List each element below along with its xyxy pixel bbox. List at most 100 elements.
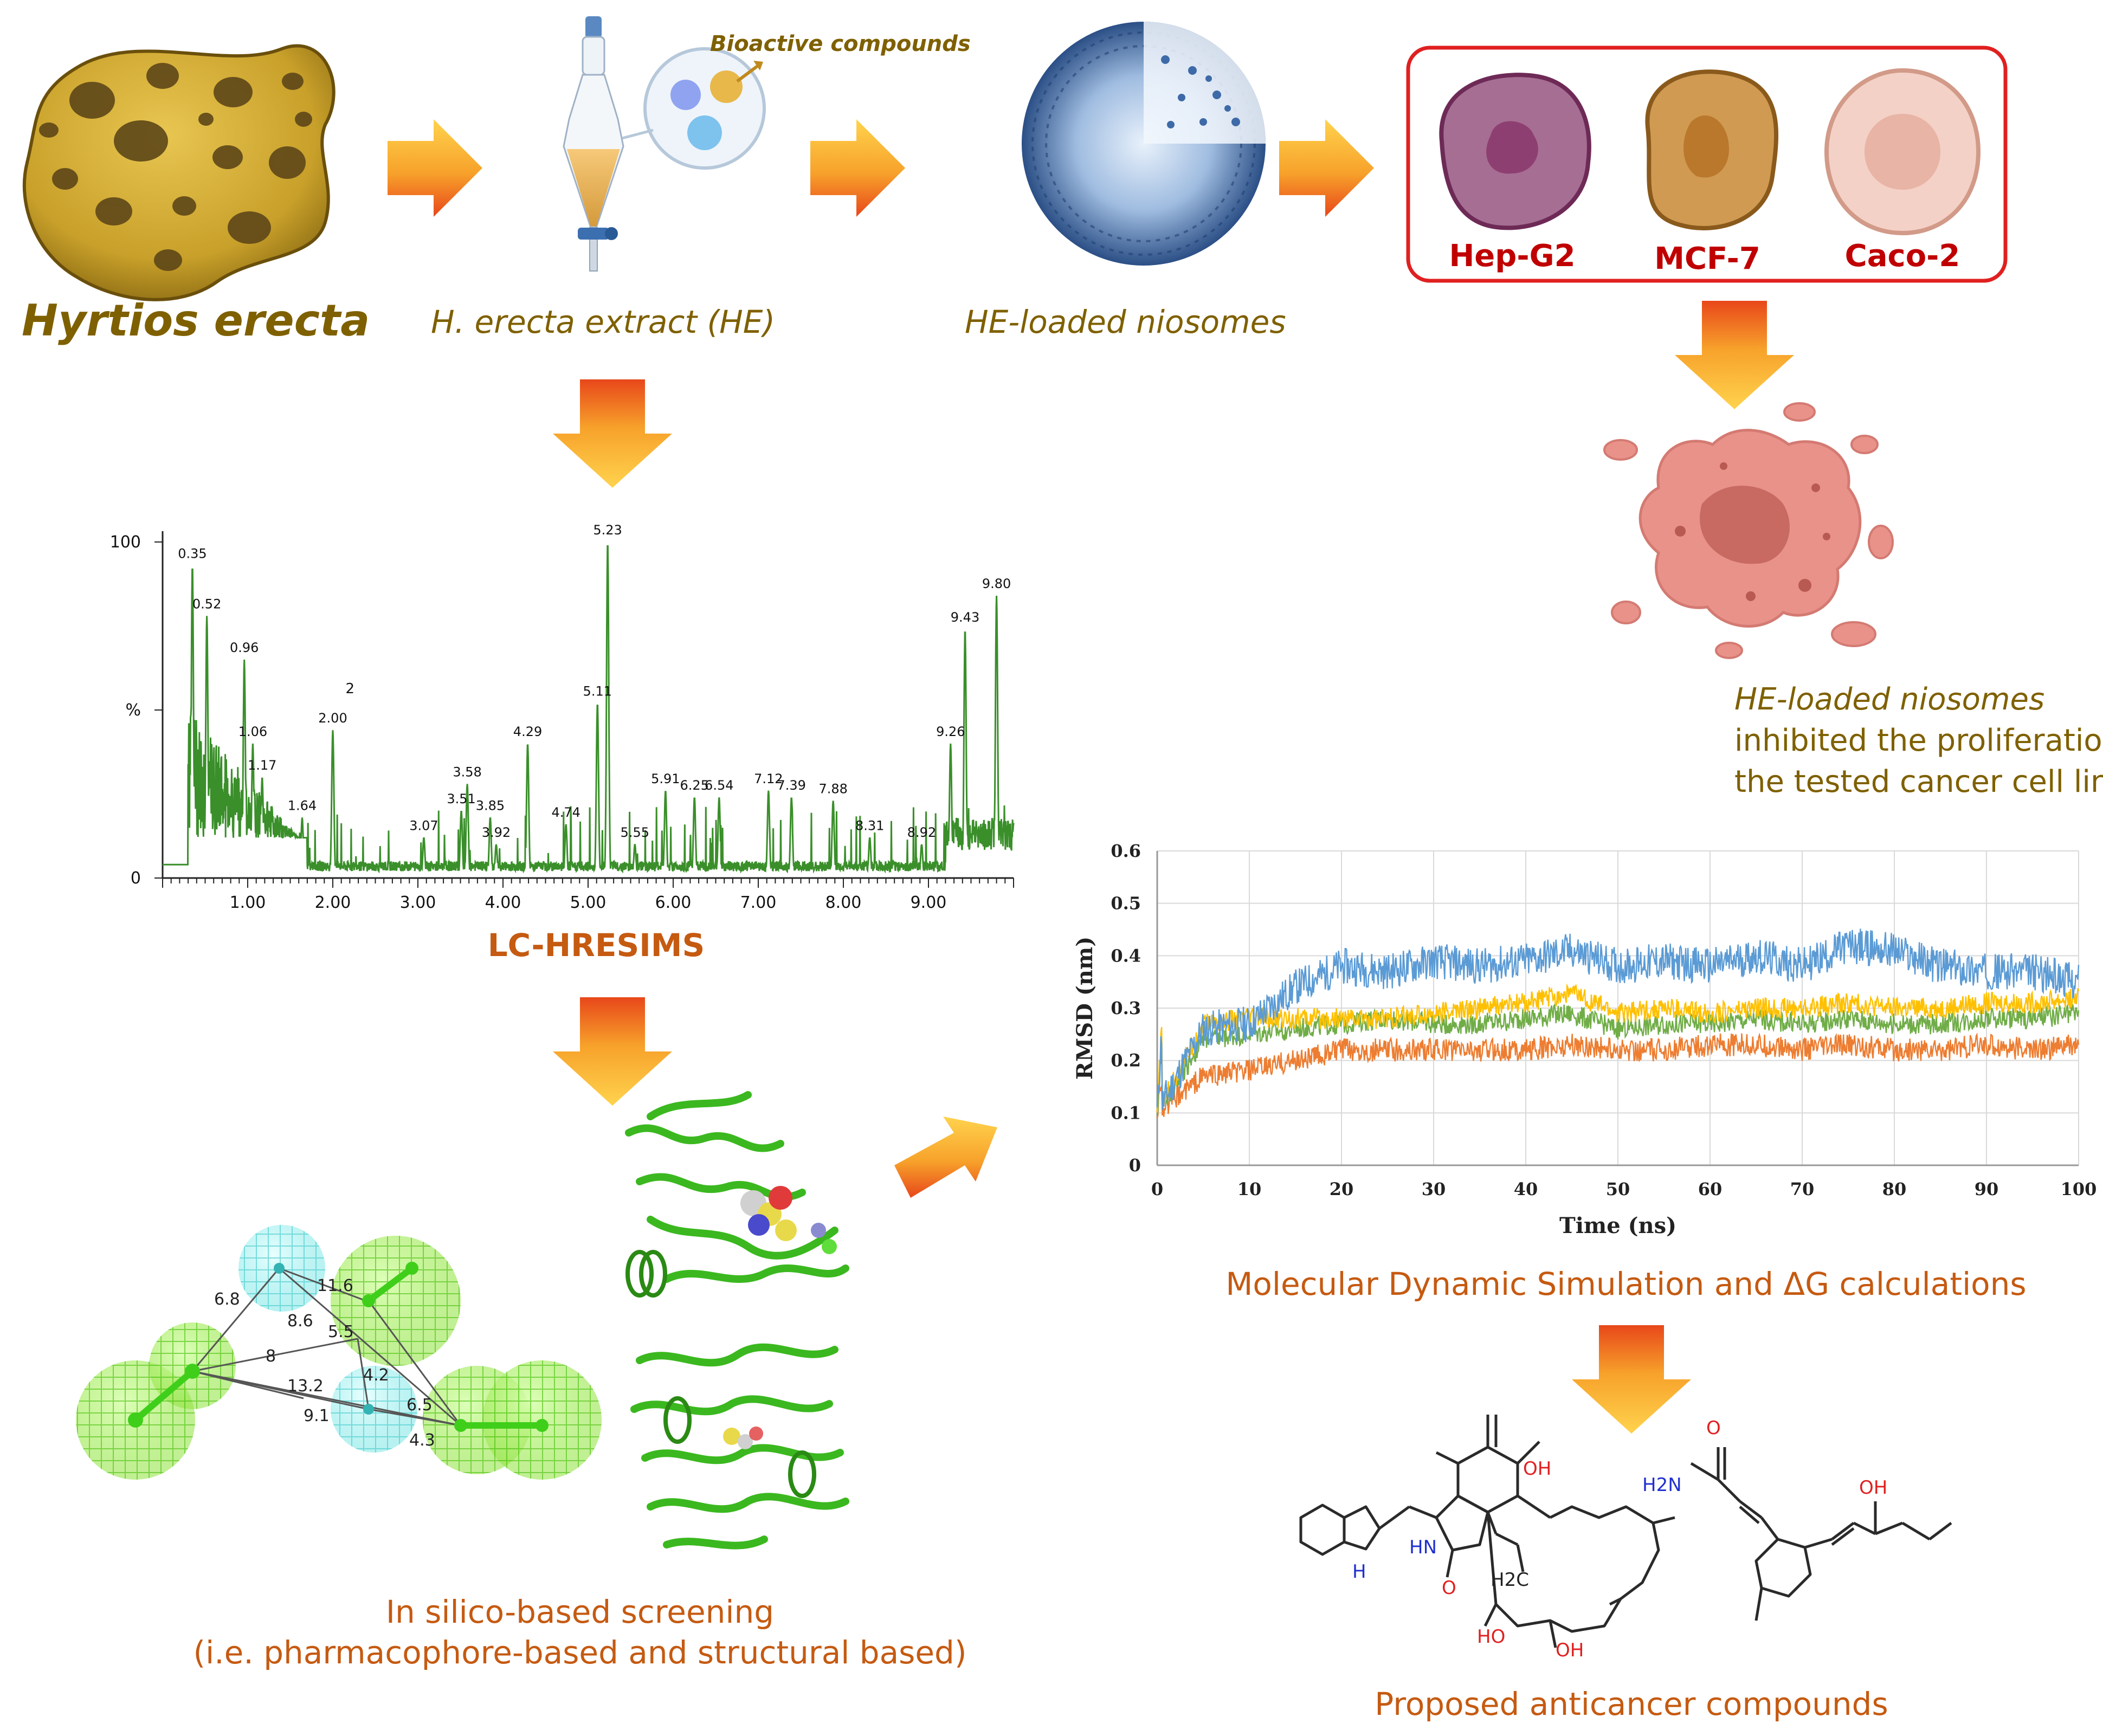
cell-label-caco2: Caco-2	[1844, 238, 1960, 274]
lcms-x-tick-label: 7.00	[740, 893, 777, 912]
md-x-tick-label: 20	[1330, 1179, 1354, 1199]
md-series-yellow	[1156, 983, 2080, 1113]
separatory-funnel-illustration	[563, 16, 766, 272]
lcms-peak-label: 6.54	[705, 778, 733, 793]
pharmacophore-spheres	[76, 1225, 602, 1480]
lcms-peak-label: 8.92	[907, 825, 936, 840]
arrow-lcms-to-insilico	[553, 997, 672, 1106]
md-x-tick-label: 40	[1514, 1179, 1538, 1199]
md-x-tick-label: 10	[1237, 1179, 1262, 1199]
lcms-peak-label: 3.85	[476, 798, 505, 813]
lcms-trace	[163, 545, 1015, 874]
lcms-x-tick-label: 8.00	[825, 893, 862, 912]
cell-label-mcf7: MCF-7	[1654, 241, 1760, 276]
lcms-peak-label: 7.39	[777, 778, 806, 793]
dying-cell-illustration	[1603, 402, 1894, 659]
arrow-sponge-to-extract	[388, 119, 482, 217]
lcms-peak-label: 5.91	[651, 771, 680, 786]
lcms-peak-label: 3.07	[409, 818, 438, 834]
lcms-peak-label: 1.64	[288, 798, 317, 813]
protein-ribbon-top	[625, 1091, 849, 1298]
lcms-peak-label: 1.17	[248, 758, 276, 773]
arrow-to-md-chart	[894, 1117, 997, 1198]
lcms-peak-label: 1.06	[238, 724, 267, 739]
md-y-axis-label: RMSD (nm)	[1072, 937, 1098, 1080]
distance-label: 8.6	[287, 1312, 313, 1331]
lcms-x-tick-label: 3.00	[400, 893, 436, 912]
lcms-peak-label: 2.00	[318, 711, 347, 726]
atom-label-oh: OH	[1859, 1477, 1888, 1499]
lcms-peak-label: 0.52	[192, 596, 221, 611]
arrow-md-to-compounds	[1572, 1325, 1691, 1434]
lcms-y-tick-label: %	[125, 701, 141, 720]
md-rmsd-chart: 0 10 20 30 40 50 60 70 80 90 100 0 0.1 0.2 0.3 0.4 0.5 0.…	[1072, 841, 2096, 1238]
result-line-3: the tested cancer cell lines	[1734, 764, 2103, 799]
compound-structure-2	[1690, 1447, 1952, 1621]
lcms-peak-label: 7.88	[818, 781, 847, 796]
lcms-peak-label: 9.80	[982, 576, 1011, 591]
lcms-peak-label: 0.35	[178, 546, 207, 561]
cancer-cell-mcf-7	[1645, 69, 1779, 230]
lcms-peak-label: 9.26	[936, 724, 965, 739]
distance-label: 6.8	[214, 1290, 240, 1309]
atom-label-oh: OH	[1556, 1640, 1584, 1661]
lcms-y-tick-label: 100	[110, 533, 141, 552]
md-y-tick-label: 0.4	[1111, 945, 1141, 966]
niosomes-label: HE-loaded niosomes	[965, 304, 1286, 340]
atom-label-h2n: H2N	[1642, 1474, 1682, 1496]
lcms-peak-label: 3.51	[447, 791, 475, 806]
arrow-extract-to-niosomes	[810, 119, 905, 217]
lcms-extra-label: 2	[346, 681, 355, 697]
md-x-axis-label: Time (ns)	[1559, 1213, 1676, 1238]
cancer-cell-caco-2	[1824, 68, 1981, 236]
atom-label-o: O	[1706, 1417, 1721, 1439]
lcms-peak-label: 5.23	[593, 522, 622, 538]
lcms-peak-label: 8.31	[855, 818, 884, 834]
arrow-niosomes-to-cells	[1279, 119, 1374, 217]
lcms-peak-label: 0.96	[230, 640, 259, 655]
md-x-tick-label: 100	[2061, 1179, 2097, 1199]
md-y-tick-label: 0.2	[1111, 1050, 1141, 1071]
result-line-2: inhibited the proliferation of	[1734, 723, 2103, 758]
distance-label: 4.2	[363, 1366, 389, 1385]
lcms-x-tick-label: 6.00	[655, 893, 692, 912]
extract-label: H. erecta extract (HE)	[431, 304, 776, 340]
lcms-x-tick-label: 4.00	[485, 893, 521, 912]
proposed-compounds-label: Proposed anticancer compounds	[1375, 1686, 1888, 1722]
distance-label: 9.1	[304, 1406, 330, 1425]
md-x-tick-label: 60	[1698, 1179, 1723, 1199]
md-x-tick-label: 70	[1790, 1179, 1815, 1199]
atom-label-oh: OH	[1523, 1458, 1552, 1480]
lcms-x-tick-label: 1.00	[230, 893, 266, 912]
arrow-extract-to-lcms	[553, 379, 672, 488]
compound-structure-1	[1299, 1415, 1675, 1648]
atom-label-h: H	[1352, 1561, 1366, 1583]
result-line-1: HE-loaded niosomes	[1734, 682, 2045, 717]
atom-label-o: O	[1442, 1577, 1456, 1599]
md-x-tick-label: 90	[1975, 1179, 1999, 1199]
md-y-tick-label: 0	[1129, 1155, 1141, 1176]
md-y-tick-label: 0.3	[1111, 998, 1141, 1018]
lcms-peak-label: 4.29	[513, 724, 542, 739]
lcms-x-tick-label: 2.00	[315, 893, 351, 912]
lcms-y-tick-label: 0	[131, 869, 141, 888]
insilico-line-2: (i.e. pharmacophore-based and structural…	[193, 1634, 967, 1671]
cell-nucleus	[1683, 115, 1729, 178]
cell-nucleus	[1865, 114, 1940, 190]
lcms-x-tick-label: 5.00	[570, 893, 607, 912]
lcms-peak-label: 7.12	[754, 771, 783, 786]
lcms-peak-label: 5.11	[583, 684, 612, 699]
cell-lines-illustrations	[1439, 68, 1981, 236]
lcms-peak-label: 6.25	[680, 778, 709, 793]
protein-ribbon-bottom	[630, 1343, 849, 1550]
lcms-peak-label: 3.92	[482, 825, 511, 840]
distance-label: 6.5	[407, 1396, 433, 1415]
distance-label: 5.5	[328, 1322, 354, 1341]
distance-label: 4.3	[409, 1431, 435, 1450]
lcms-title: LC-HRESIMS	[487, 927, 705, 964]
lcms-peak-label: 4.74	[551, 805, 580, 820]
arrow-cells-to-result	[1675, 301, 1794, 409]
md-series-green	[1156, 1003, 2080, 1115]
lcms-peak-label: 3.58	[453, 764, 481, 779]
